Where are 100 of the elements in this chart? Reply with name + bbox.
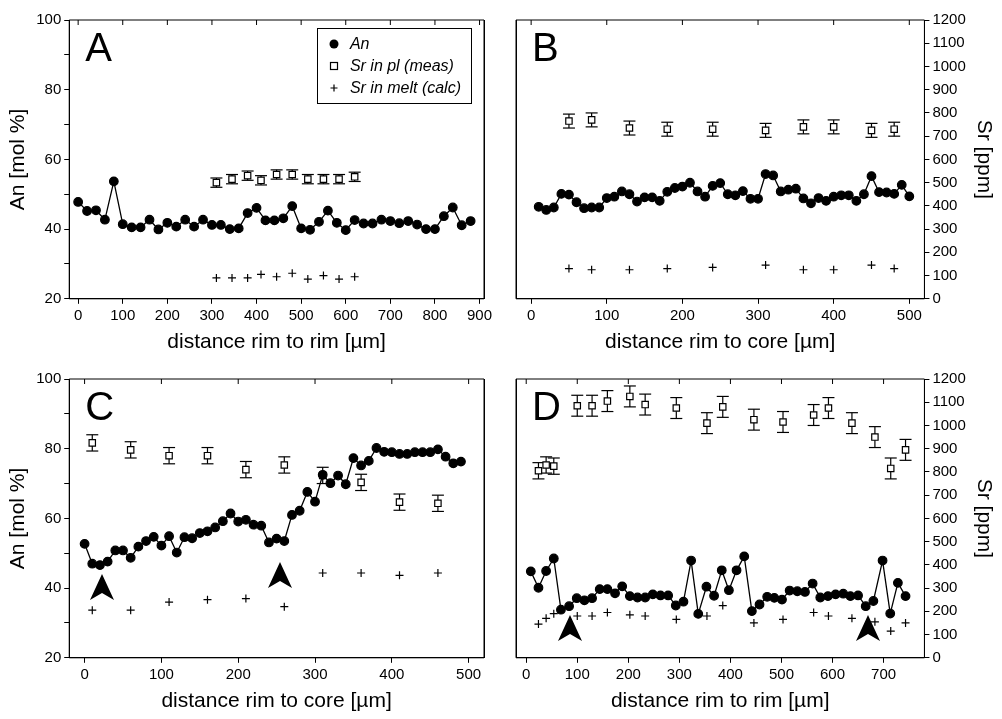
point [761,260,771,270]
point [662,186,673,197]
point [171,547,182,558]
point [718,403,727,411]
y2-tick-label: 0 [932,288,941,306]
x-tick-label: 500 [896,305,922,323]
point [708,125,717,133]
point [533,582,544,593]
point [572,611,582,621]
y-axis-title: An [mol %] [5,467,29,570]
point [626,392,634,401]
point [180,214,191,225]
point [421,224,431,234]
point [707,180,718,191]
y2-axis-title: Sr [ppm] [973,478,997,559]
y-tick-label: 40 [44,219,62,237]
point [647,589,658,600]
y-tick-label: 100 [36,369,62,387]
point [100,214,110,225]
x-tick-label: 800 [422,305,448,323]
point [587,116,596,124]
y2-tick-label: 0 [932,647,941,665]
y-tick-label: 100 [36,10,62,28]
x-tick-label: 100 [110,305,136,323]
point [227,273,237,283]
point [669,183,680,193]
point [260,215,271,226]
y2-tick-label: 400 [932,196,958,214]
point [356,460,366,471]
point [866,260,877,270]
x-tick-label: 400 [821,305,847,323]
point [171,221,182,232]
point [790,183,801,194]
point [579,203,589,214]
point [700,191,710,202]
point [82,206,92,216]
point [866,171,877,182]
point [768,170,779,181]
point [417,447,428,458]
point [371,443,382,453]
point [693,608,704,619]
point [217,516,228,527]
point [640,592,651,603]
point [162,217,173,228]
point [609,191,620,202]
x-axis-title: distance rim to rim [µm] [610,688,830,712]
point [564,601,574,612]
x-tick-label: 0 [526,305,536,323]
y2-tick-label: 300 [932,219,958,237]
point [624,189,635,200]
x-axis-title: distance rim to core [µm] [605,329,836,353]
y2-tick-label: 400 [932,555,958,573]
point [165,451,173,460]
point [678,596,689,607]
point [125,552,136,563]
x-tick-label: 400 [379,664,405,682]
y2-tick-label: 1000 [932,415,966,433]
annotation: A [85,25,113,70]
annotation: B [532,25,559,70]
point [632,196,642,207]
point [133,541,144,552]
point [303,274,313,284]
point [731,565,742,576]
point [843,190,854,201]
point [202,526,213,537]
point [73,197,84,207]
point [456,456,466,467]
point [349,215,360,225]
y-axis-title: An [mol %] [5,108,29,211]
point [542,461,550,469]
y-tick-label: 80 [44,79,62,97]
point [363,456,374,466]
point [769,592,780,603]
point [663,125,672,133]
point [187,533,198,544]
point [323,205,333,216]
x-tick-label: 900 [467,305,493,323]
point [367,218,378,229]
point [357,478,365,487]
point [348,453,359,464]
x-tick-label: 0 [80,664,89,682]
x-tick-label: 0 [73,305,83,323]
point [356,568,366,578]
y2-tick-label: 800 [932,103,958,121]
point [587,593,597,604]
y2-tick-label: 1200 [932,10,966,28]
point [860,601,871,612]
point [900,618,911,628]
point [438,211,449,222]
y2-tick-label: 100 [932,624,958,642]
x-tick-label: 600 [333,305,359,323]
point [251,202,262,213]
point [754,599,765,610]
point [885,608,896,619]
x-axis-title: distance rim to rim [µm] [167,329,386,353]
point [233,223,244,234]
point [677,181,688,192]
y2-tick-label: 900 [932,438,958,456]
point [465,216,476,226]
point [95,560,105,570]
